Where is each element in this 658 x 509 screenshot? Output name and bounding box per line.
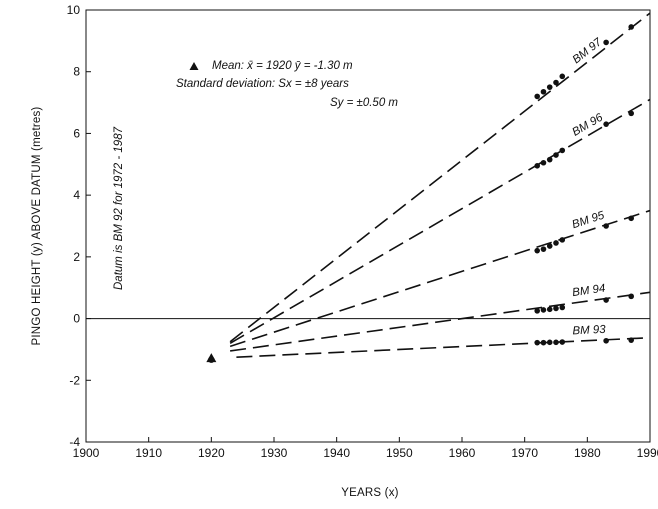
data-point <box>553 79 559 86</box>
x-tick-label: 1930 <box>261 446 288 460</box>
data-point <box>546 84 553 90</box>
data-point <box>553 152 559 158</box>
data-point <box>603 121 609 127</box>
data-point <box>546 339 553 346</box>
data-point <box>559 339 566 345</box>
data-point <box>628 110 634 117</box>
axis-ticks: 1900 1910 1920 1930 1940 1950 1960 1970 1980 1990… <box>67 3 658 460</box>
data-point <box>628 293 634 300</box>
x-tick-label: 1920 <box>198 446 225 460</box>
x-tick-label: 1940 <box>323 446 350 460</box>
fit-line <box>229 12 651 343</box>
legend-triangle-icon <box>189 62 199 70</box>
data-point <box>559 237 566 243</box>
data-point <box>534 339 540 346</box>
x-tick-label: 1900 <box>73 446 100 460</box>
series-label: BM 94 <box>572 283 607 299</box>
mean-marker-dot <box>208 356 215 363</box>
data-points <box>534 24 634 346</box>
data-point <box>603 223 609 229</box>
data-point <box>540 88 547 95</box>
y-tick-label: 6 <box>73 126 80 140</box>
data-point <box>603 39 609 46</box>
mean-annotation: Mean: x̄ = 1920 ȳ = -1.30 m <box>212 60 353 72</box>
data-point <box>553 305 559 312</box>
y-tick-label: -4 <box>69 435 80 449</box>
data-point <box>534 308 540 314</box>
data-point <box>603 337 609 344</box>
x-tick-label: 1980 <box>574 446 601 460</box>
x-tick-label: 1960 <box>449 446 476 460</box>
fit-line <box>230 291 651 352</box>
y-tick-label: 2 <box>73 250 80 264</box>
data-point <box>546 243 553 249</box>
data-point <box>540 339 547 346</box>
series-label: BM 93 <box>572 324 606 338</box>
plot-area-frame <box>85 9 651 443</box>
sd-y-annotation: Sy = ±0.50 m <box>330 97 398 109</box>
data-point <box>540 307 547 313</box>
fit-lines <box>229 12 651 358</box>
data-point <box>628 215 634 222</box>
x-axis-title: YEARS (x) <box>341 487 398 499</box>
y-axis-title: PINGO HEIGHT (y) ABOVE DATUM (metres) <box>31 107 43 346</box>
data-point <box>534 163 540 169</box>
x-tick-label: 1990 <box>637 446 658 460</box>
data-point <box>628 24 634 30</box>
x-tick-label: 1950 <box>386 446 413 460</box>
y-tick-label: -2 <box>69 373 80 387</box>
series-label: BM 97 <box>571 36 605 66</box>
datum-note: Datum is BM 92 for 1972 - 1987 <box>113 126 125 290</box>
data-point <box>546 156 553 163</box>
x-tick-label: 1970 <box>511 446 538 460</box>
data-point <box>553 339 559 346</box>
data-point <box>540 246 547 252</box>
data-point <box>534 247 540 254</box>
data-point <box>559 147 566 154</box>
mean-marker-group <box>206 353 217 363</box>
y-tick-label: 8 <box>73 65 80 79</box>
y-tick-label: 10 <box>67 3 81 17</box>
data-point <box>546 306 553 313</box>
x-tick-label: 1910 <box>135 446 162 460</box>
data-point <box>553 240 559 246</box>
data-point <box>603 297 609 303</box>
data-point <box>559 304 566 311</box>
y-tick-label: 0 <box>73 312 80 326</box>
data-point <box>628 337 634 343</box>
sd-annotation: Standard deviation: Sx = ±8 years <box>176 78 349 90</box>
fit-line <box>229 98 651 344</box>
data-point <box>540 159 547 166</box>
fit-line <box>229 209 651 348</box>
data-point <box>559 73 566 80</box>
fit-line <box>236 336 651 358</box>
series-label: BM 95 <box>571 209 607 231</box>
y-tick-label: 4 <box>73 188 80 202</box>
data-point <box>534 93 540 100</box>
